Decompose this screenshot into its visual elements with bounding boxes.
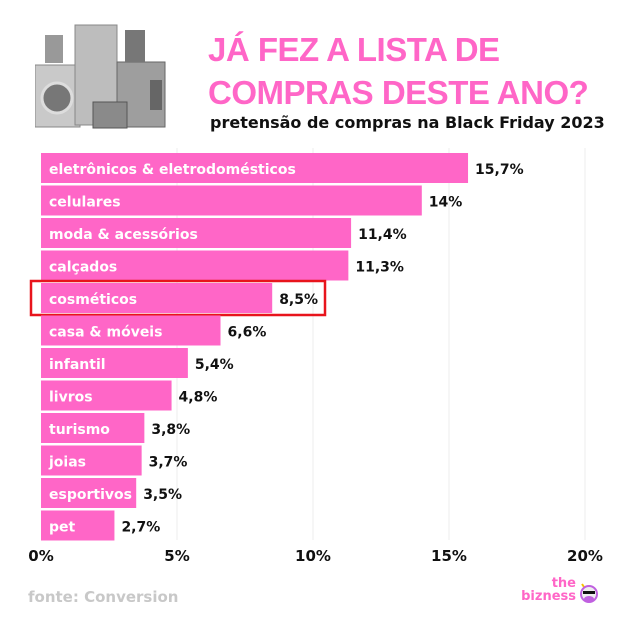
x-tick-label: 15% (431, 547, 467, 565)
bar-value-label: 4,8% (179, 390, 218, 406)
bar-value-label: 8,5% (279, 292, 318, 308)
bar-category-label: turismo (49, 422, 110, 438)
bar (41, 380, 172, 411)
bar-value-label: 11,4% (358, 227, 407, 243)
title-line-1: JÁ FEZ A LISTA DE (208, 31, 500, 68)
source-note: fonte: Conversion (28, 588, 179, 606)
bar-value-label: 2,7% (121, 520, 160, 536)
bar-category-label: cosméticos (49, 292, 137, 308)
bar-value-label: 3,7% (149, 455, 188, 471)
bar-category-label: celulares (49, 195, 121, 211)
bar (41, 218, 352, 248)
bar-category-label: eletrônicos & eletrodomésticos (49, 162, 296, 178)
bar-value-label: 3,8% (151, 422, 190, 438)
bar (41, 283, 273, 313)
x-tick-label: 10% (295, 547, 331, 565)
appliances-image (35, 24, 166, 129)
bar-value-label: 3,5% (143, 487, 182, 503)
bar-category-label: infantil (49, 357, 106, 373)
bar-category-label: pet (49, 520, 76, 536)
brand-logo: the bizness (520, 577, 600, 607)
bar-category-label: moda & acessórios (49, 227, 198, 243)
bar (41, 510, 115, 541)
bar-value-label: 15,7% (475, 162, 524, 178)
bar-value-label: 6,6% (228, 325, 267, 341)
bar (41, 413, 145, 443)
bar-value-label: 11,3% (355, 260, 404, 276)
x-tick-label: 5% (164, 547, 189, 565)
bar-value-label: 5,4% (195, 357, 234, 373)
title-line-2: COMPRAS DESTE ANO? (208, 74, 589, 111)
bar-category-label: joias (48, 455, 86, 471)
bar-category-label: calçados (49, 260, 117, 276)
bar (41, 153, 469, 183)
bar (41, 478, 137, 508)
bar (41, 445, 142, 476)
x-tick-label: 0% (28, 547, 53, 565)
unicorn-icon (580, 583, 598, 603)
bar-value-label: 14% (429, 195, 463, 211)
highlight-box (29, 279, 327, 317)
bar (41, 250, 349, 281)
x-tick-label: 20% (567, 547, 603, 565)
logo-text-the: the (551, 576, 576, 591)
bar (41, 185, 422, 216)
bar (41, 315, 221, 346)
logo-text-bizness: bizness (521, 589, 576, 604)
bar-category-label: casa & móveis (49, 325, 162, 341)
bar-category-label: livros (49, 390, 93, 406)
page-title: JÁ FEZ A LISTA DE COMPRAS DESTE ANO? (208, 28, 589, 114)
bar (41, 348, 188, 378)
bar-category-label: esportivos (49, 487, 132, 503)
subtitle: pretensão de compras na Black Friday 202… (210, 113, 605, 132)
